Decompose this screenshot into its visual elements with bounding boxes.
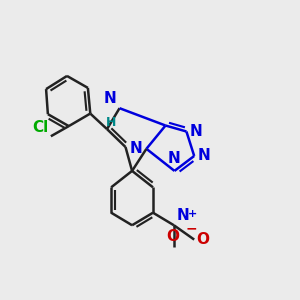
Text: N: N	[168, 151, 181, 166]
Text: O: O	[196, 232, 210, 247]
Text: N: N	[130, 141, 143, 156]
Text: N: N	[104, 91, 117, 106]
Text: Cl: Cl	[32, 120, 49, 135]
Text: O: O	[166, 229, 179, 244]
Text: +: +	[188, 209, 197, 219]
Text: N: N	[198, 148, 211, 164]
Text: N: N	[190, 124, 203, 139]
Text: −: −	[185, 222, 197, 236]
Text: N: N	[176, 208, 189, 224]
Text: H: H	[106, 116, 117, 129]
